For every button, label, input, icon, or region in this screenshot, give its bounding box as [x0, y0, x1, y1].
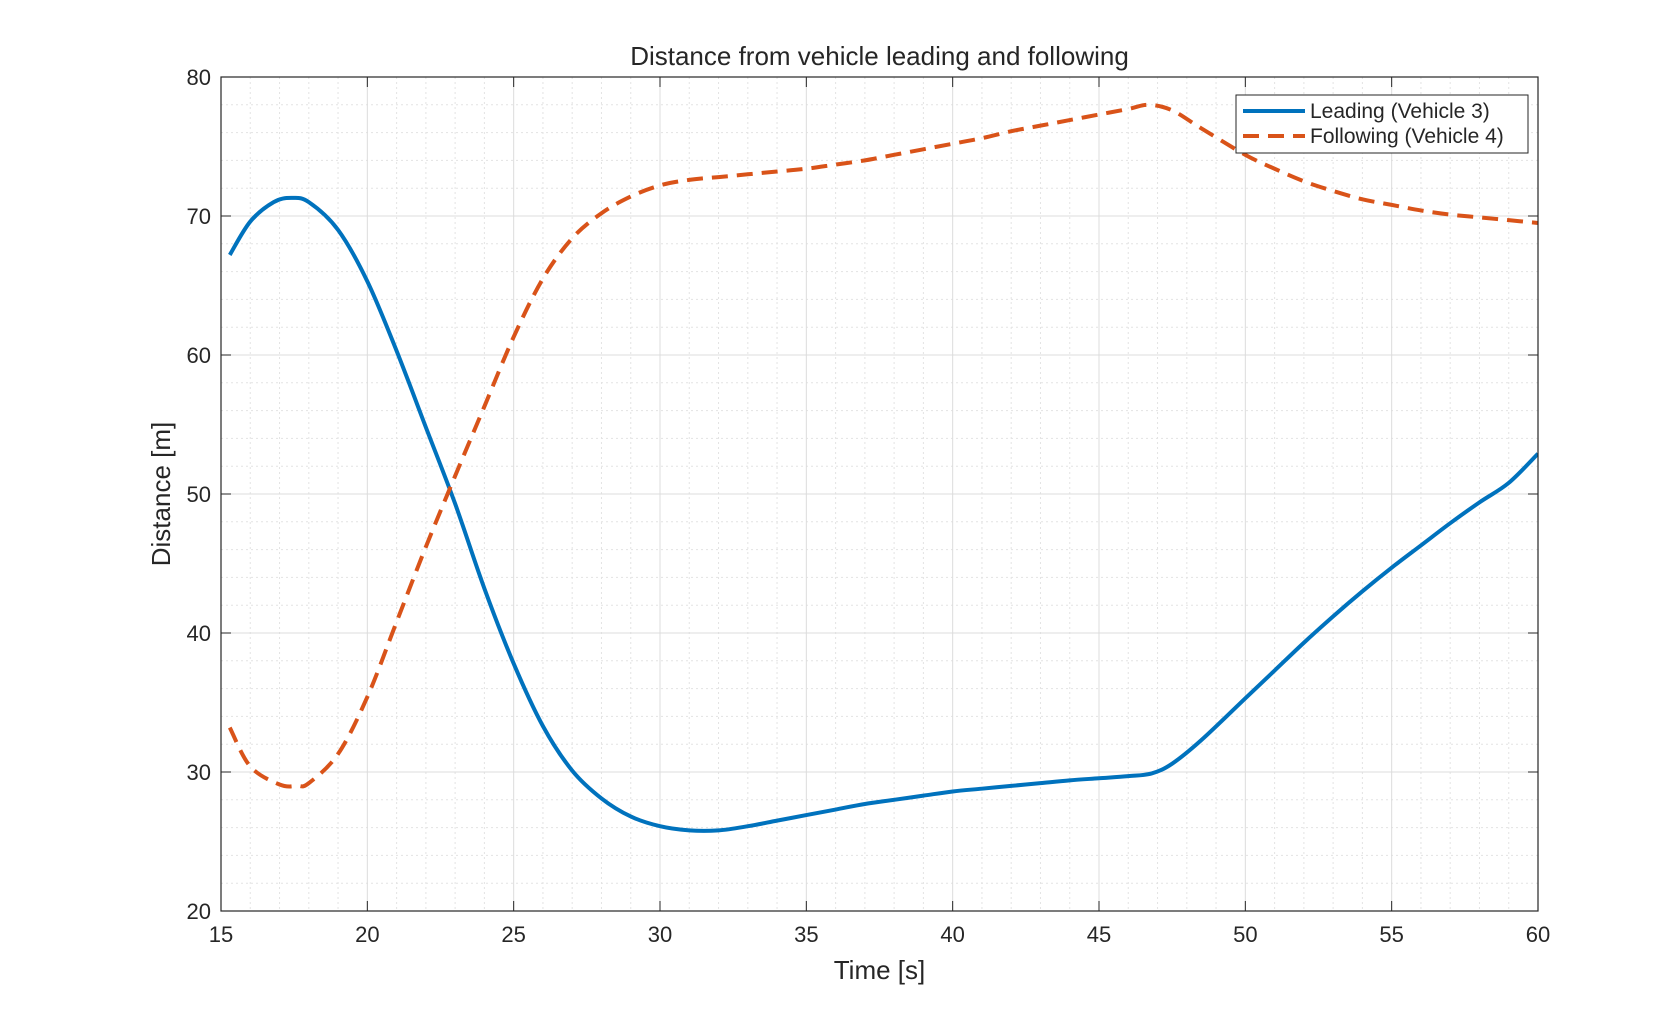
- x-tick-label: 45: [1087, 922, 1111, 947]
- y-tick-label: 40: [187, 621, 211, 646]
- major-grid: [221, 77, 1538, 911]
- series-line-leading: [228, 195, 1538, 833]
- y-tick-label: 50: [187, 482, 211, 507]
- x-tick-label: 15: [209, 922, 233, 947]
- x-tick-label: 40: [940, 922, 964, 947]
- y-tick-label: 20: [187, 899, 211, 924]
- chart-title: Distance from vehicle leading and follow…: [630, 41, 1129, 71]
- legend-label: Leading (Vehicle 3): [1310, 100, 1490, 123]
- axes: [220, 76, 1539, 912]
- y-tick-label: 70: [187, 204, 211, 229]
- x-tick-label: 25: [501, 922, 525, 947]
- x-axis-title: Time [s]: [834, 955, 925, 985]
- legend: Leading (Vehicle 3)Following (Vehicle 4): [1235, 94, 1529, 154]
- x-tick-label: 20: [355, 922, 379, 947]
- x-tick-label: 50: [1233, 922, 1257, 947]
- x-tick-label: 35: [794, 922, 818, 947]
- y-tick-label: 80: [187, 65, 211, 90]
- series-lines: [227, 102, 1538, 833]
- x-tick-label: 60: [1526, 922, 1550, 947]
- x-tick-label: 30: [648, 922, 672, 947]
- axes-box: [220, 76, 1539, 912]
- y-tick-label: 30: [187, 760, 211, 785]
- y-axis-title: Distance [m]: [146, 422, 176, 567]
- legend-box: [1235, 94, 1529, 154]
- series-line-following: [227, 102, 1538, 789]
- x-tick-label: 55: [1379, 922, 1403, 947]
- legend-label: Following (Vehicle 4): [1310, 125, 1504, 148]
- y-tick-label: 60: [187, 343, 211, 368]
